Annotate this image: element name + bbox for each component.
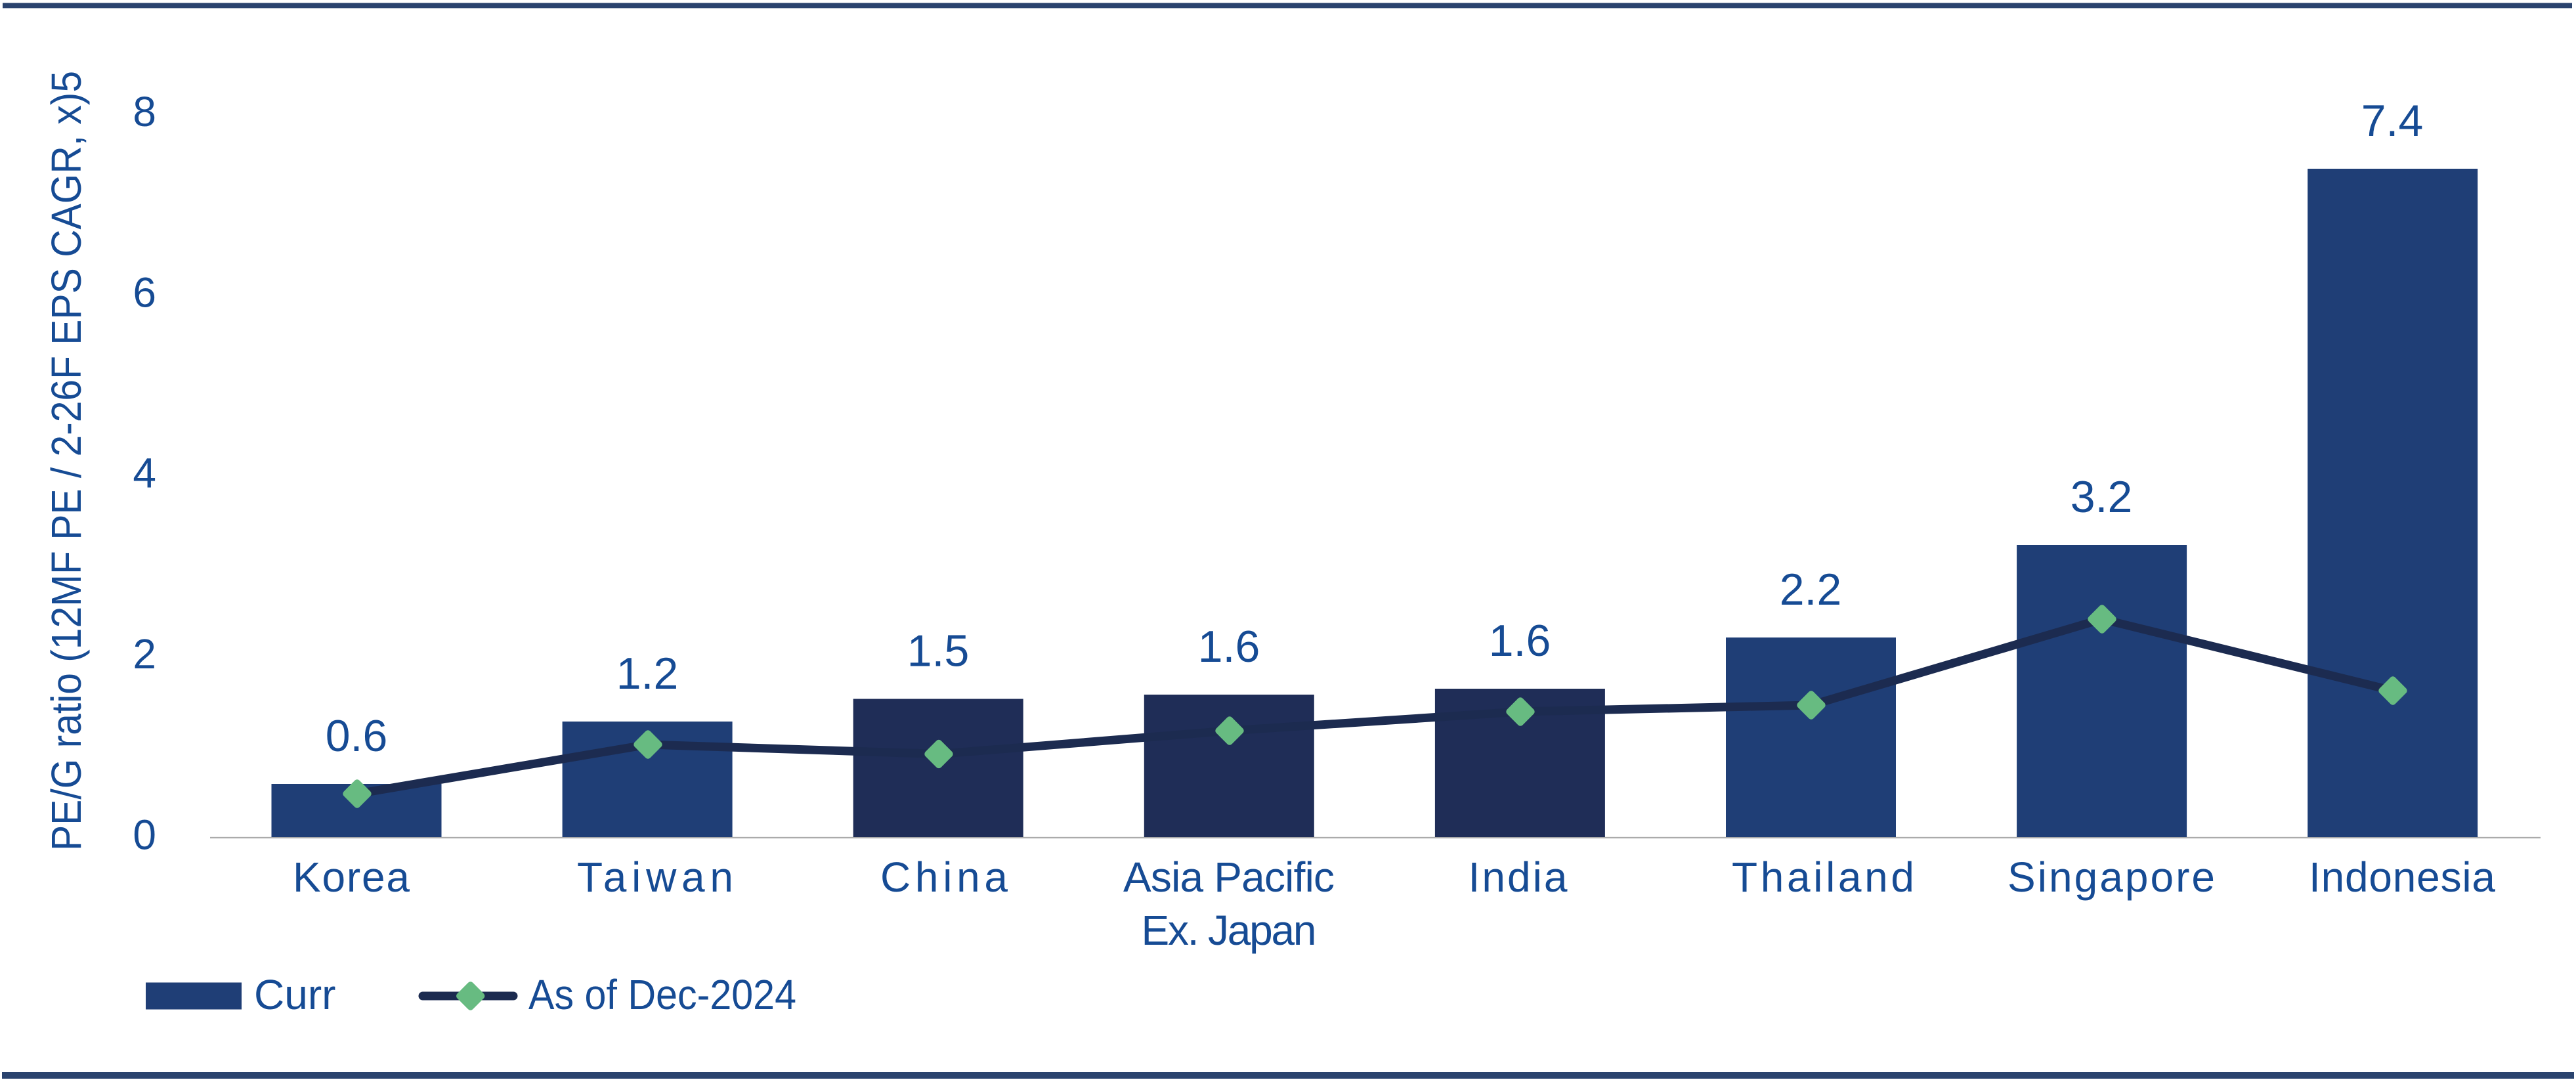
- svg-text:As of Dec-2024: As of Dec-2024: [528, 971, 796, 1018]
- svg-text:Ex. Japan: Ex. Japan: [1142, 907, 1317, 954]
- svg-text:0: 0: [133, 811, 156, 859]
- svg-text:3.2: 3.2: [2071, 472, 2133, 522]
- svg-text:4: 4: [133, 450, 156, 497]
- svg-text:China: China: [880, 853, 1008, 901]
- svg-text:0.6: 0.6: [326, 711, 388, 761]
- svg-text:Indonesia: Indonesia: [2309, 853, 2495, 901]
- svg-text:1.5: 1.5: [907, 626, 970, 676]
- svg-text:Korea: Korea: [293, 853, 410, 901]
- svg-text:8: 8: [133, 88, 156, 135]
- svg-text:Asia Pacific: Asia Pacific: [1123, 853, 1335, 901]
- svg-text:7.4: 7.4: [2361, 96, 2424, 146]
- svg-text:Curr: Curr: [254, 971, 335, 1018]
- svg-text:India: India: [1469, 853, 1568, 901]
- svg-text:1.6: 1.6: [1489, 616, 1551, 666]
- svg-text:PE/G ratio (12MF PE / 2-26F EP: PE/G ratio (12MF PE / 2-26F EPS CAGR, x)…: [43, 71, 90, 851]
- svg-text:1.2: 1.2: [616, 649, 679, 699]
- svg-text:6: 6: [133, 269, 156, 316]
- svg-text:2: 2: [133, 630, 156, 678]
- svg-text:2.2: 2.2: [1780, 565, 1842, 615]
- svg-text:Singapore: Singapore: [2007, 853, 2215, 901]
- svg-text:1.6: 1.6: [1198, 622, 1260, 672]
